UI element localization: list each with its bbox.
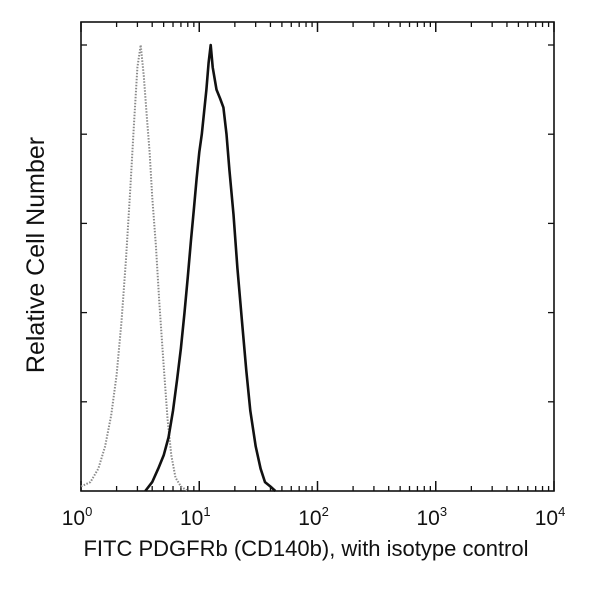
x-tick-label: 102 (298, 504, 329, 530)
plot-frame (80, 21, 555, 492)
x-axis-title: FITC PDGFRb (CD140b), with isotype contr… (83, 536, 528, 561)
x-tick-label: 103 (416, 504, 447, 530)
x-tick-label: 104 (535, 504, 566, 530)
x-major-ticks (80, 22, 555, 491)
x-tick-label: 100 (62, 504, 93, 530)
y-axis-title: Relative Cell Number (22, 137, 50, 373)
y-ticks (81, 44, 554, 403)
pdgfrb-curve (144, 43, 277, 492)
x-tick-labels: 100 101 102 103 104 (62, 504, 566, 530)
x-minor-ticks (115, 22, 550, 491)
isotype-control-curve (80, 44, 189, 492)
x-tick-label: 101 (180, 504, 211, 530)
